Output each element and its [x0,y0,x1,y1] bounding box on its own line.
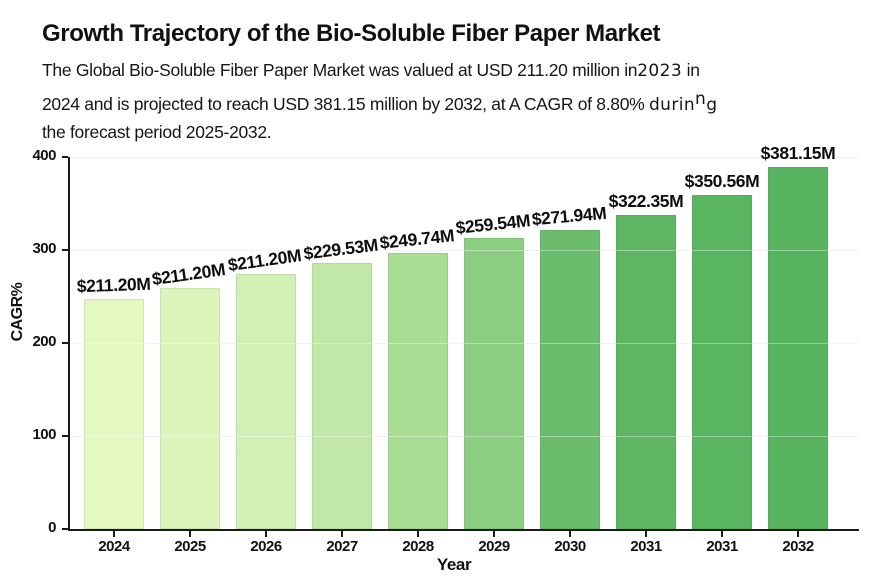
bar-value-label: $350.56M [684,171,760,192]
gridline-overlay [70,157,859,158]
y-tick-label: 100 [32,426,56,443]
y-tick [62,249,68,251]
subtitle-line-3: the forecast period 2025-2032. [42,122,272,142]
y-tick-label: 200 [32,333,56,350]
x-tick [341,531,343,537]
x-tick [265,531,267,537]
subtitle-line-1: The Global Bio-Soluble Fiber Paper Marke… [42,57,832,86]
x-tick-label: 2029 [478,538,510,555]
bar [388,252,448,529]
bar-value-label: $211.20M [76,274,151,297]
gridline-overlay [70,343,859,344]
bar [464,237,524,529]
subtitle-line-1-text: The Global Bio-Soluble Fiber Paper Marke… [42,60,638,80]
x-tick-label: 2024 [98,538,130,555]
y-tick-label: 400 [32,147,56,164]
bar [312,263,372,529]
y-tick-label: 0 [48,519,56,536]
x-tick [189,531,191,537]
chart-title: Growth Trajectory of the Bio-Soluble Fib… [42,20,661,47]
x-tick [721,531,723,537]
x-tick [493,531,495,537]
bar-value-label: $322.35M [608,190,684,211]
y-tick [62,156,68,158]
bar [616,214,676,529]
gridline [70,157,859,158]
x-tick [113,531,115,537]
bar [84,299,144,529]
subtitle-during-tail: g [706,94,718,115]
x-axis-label: Year [436,555,472,574]
plot-area: $211.20M $211.20M $211.20M $229.53M $249.74M… [62,143,859,537]
bar-value-label: $211.20M [150,259,227,290]
chart-subtitle: The Global Bio-Soluble Fiber Paper Marke… [42,57,832,147]
x-tick-label: 2027 [326,538,358,555]
x-tick-label: 2025 [174,538,206,555]
bar-value-label: $259.54M [454,210,532,238]
x-tick [569,531,571,537]
bar-value-label: $271.94M [530,202,608,229]
subtitle-line-1-tail: in [682,60,700,80]
x-tick-label: 2026 [250,538,282,555]
y-tick [62,435,68,437]
x-tick [645,531,647,537]
subtitle-year-highlight: 2023 [637,61,683,81]
x-tick-label: 2028 [402,538,434,555]
bar [692,195,752,529]
x-tick-label: 2030 [554,538,586,555]
bar [768,167,828,529]
subtitle-superscript-n: n [695,88,707,109]
x-tick-label: 2031 [630,538,662,555]
gridline-overlay [70,250,859,251]
bar [236,274,296,529]
subtitle-line-2-text: 2024 and is projected to reach USD 381.1… [42,93,649,114]
gridline-overlay [70,436,859,437]
x-tick [797,531,799,537]
subtitle-line-2: 2024 and is projected to reach USD 381.1… [42,86,832,120]
y-tick-label: 300 [32,240,56,257]
y-tick [62,528,68,530]
bar [160,288,220,529]
y-tick [62,342,68,344]
x-tick [417,531,419,537]
x-tick-label: 2031 [706,538,738,555]
bar-value-label: $381.15M [760,143,836,164]
x-tick-label: 2032 [782,538,814,555]
bar [540,229,600,529]
bar-value-label: $229.53M [302,234,379,264]
subtitle-during-word: durin [648,94,696,115]
